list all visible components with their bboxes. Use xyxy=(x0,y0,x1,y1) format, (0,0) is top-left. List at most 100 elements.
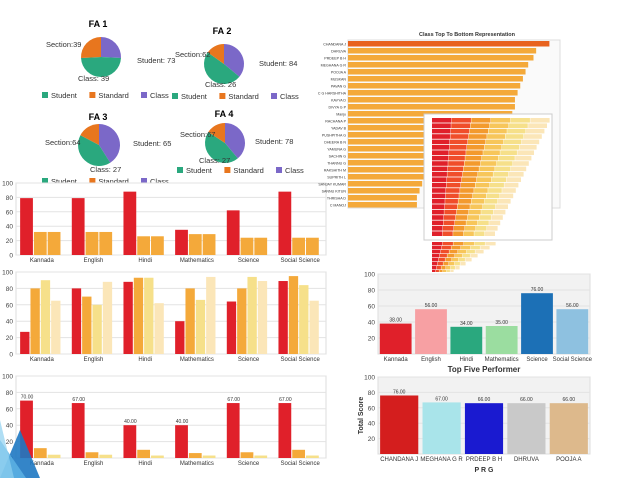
heatmap-cell xyxy=(513,161,529,166)
bar xyxy=(85,231,99,255)
pie-legend-label: Class xyxy=(150,91,169,100)
heatmap-cell xyxy=(454,226,465,231)
x-tick-label: English xyxy=(421,357,441,363)
data-label: 67.00 xyxy=(72,397,85,403)
heatmap-cell xyxy=(470,204,483,209)
data-label: 66.00 xyxy=(478,397,491,403)
heatmap-cell xyxy=(517,150,534,155)
heatmap-cell xyxy=(445,193,459,199)
heatmap-cell xyxy=(508,123,528,128)
y-tick-label: YAMUNA G xyxy=(327,148,346,152)
heatmap-cell xyxy=(439,254,447,258)
heatmap-cell xyxy=(528,123,547,128)
bar xyxy=(292,237,306,255)
bar xyxy=(188,234,202,255)
top-five-performer-chart: 20 40 60 80 100 38.00 56.00 34.00 35.00 76.00 56.0… xyxy=(364,272,593,375)
subjects-fa-chart: 0 20 40 60 80 100 Kannada English Hindi Mathemati… xyxy=(2,181,327,264)
heatmap-cell xyxy=(458,199,472,204)
bar xyxy=(422,402,461,454)
heatmap-cell xyxy=(432,145,450,150)
data-label: 67.00 xyxy=(435,396,448,402)
corner-decoration xyxy=(0,420,40,478)
bar xyxy=(521,293,553,354)
y-tick-label: 80 xyxy=(6,390,14,397)
plot-area xyxy=(15,375,327,459)
heatmap-cell xyxy=(482,204,496,209)
heatmap-cell xyxy=(432,172,447,177)
heatmap-cell xyxy=(437,262,443,266)
bar xyxy=(507,403,546,454)
heatmap-cell xyxy=(470,254,478,258)
x-tick-label: Science xyxy=(238,461,260,467)
heatmap-cell xyxy=(432,204,445,209)
bar xyxy=(257,281,268,354)
bar xyxy=(123,425,137,458)
heatmap-cell xyxy=(489,220,501,226)
bar xyxy=(20,198,33,255)
heatmap-cell xyxy=(483,150,500,155)
bar xyxy=(137,236,151,255)
heatmap-cell xyxy=(443,220,455,226)
x-tick-label: English xyxy=(84,357,104,363)
bar xyxy=(254,455,268,458)
bar xyxy=(71,288,82,354)
y-tick-label: RAKSHITH M xyxy=(324,169,346,173)
heatmap-cell xyxy=(523,134,542,139)
pie-legend-swatch xyxy=(177,167,183,173)
heatmap-cell xyxy=(510,118,530,123)
bar xyxy=(154,303,164,354)
heatmap-cell xyxy=(458,258,465,262)
bar xyxy=(348,132,436,138)
bar xyxy=(556,309,589,354)
heatmap-cell xyxy=(485,139,504,145)
pie-label: Student: 65 xyxy=(133,139,171,148)
heatmap-cell xyxy=(505,134,524,139)
heatmap-cell xyxy=(443,270,447,272)
heatmap-cell xyxy=(515,155,532,161)
y-tick-label: YADAV B xyxy=(331,127,347,131)
heatmap-cell xyxy=(451,118,471,123)
heatmap-cell xyxy=(447,254,455,258)
heatmap-cell xyxy=(432,266,437,270)
heatmap-cell xyxy=(449,150,466,155)
bar xyxy=(195,299,206,354)
y-tick-label: CHANDANA J xyxy=(323,43,346,47)
bar xyxy=(30,288,40,354)
bar xyxy=(485,326,518,354)
x-tick-label: English xyxy=(84,258,104,264)
x-tick-label: Kannada xyxy=(384,357,409,363)
heatmap-cell xyxy=(461,177,477,182)
bar xyxy=(415,309,447,354)
bar xyxy=(348,83,521,89)
x-tick-label: Science xyxy=(238,357,260,363)
pie-slice xyxy=(207,44,224,64)
chart-title: Top Five Performer xyxy=(448,365,521,374)
bar xyxy=(240,452,254,458)
x-tick-label: MEGHANA G R xyxy=(420,457,463,463)
x-tick-label: DHRUVA xyxy=(514,457,539,463)
heatmap-cell xyxy=(450,128,470,134)
heatmap-cell xyxy=(484,145,502,150)
heatmap-cell xyxy=(432,258,439,262)
bar xyxy=(144,277,154,354)
bar xyxy=(348,195,417,201)
heatmap-cell xyxy=(432,188,446,193)
heatmap-cell xyxy=(474,188,488,193)
heatmap-cell xyxy=(495,166,511,172)
y-tick-label: 40 xyxy=(6,224,14,231)
heatmap-cell xyxy=(432,262,438,266)
heatmap-cell xyxy=(432,220,444,226)
heatmap-cell xyxy=(447,166,464,172)
heatmap-cell xyxy=(438,258,445,262)
bar xyxy=(348,76,523,82)
y-tick-label: MEGHANA G R xyxy=(321,64,347,68)
heatmap-cell xyxy=(457,204,470,209)
heatmap-cell xyxy=(479,166,495,172)
y-tick-label: 0 xyxy=(9,253,13,260)
y-tick-label: 100 xyxy=(364,272,375,279)
y-tick-label: 40 xyxy=(368,320,376,327)
data-label: 38.00 xyxy=(389,318,402,324)
heatmap-cell xyxy=(453,242,464,246)
y-tick-label: 80 xyxy=(368,288,376,295)
bar xyxy=(123,191,137,255)
